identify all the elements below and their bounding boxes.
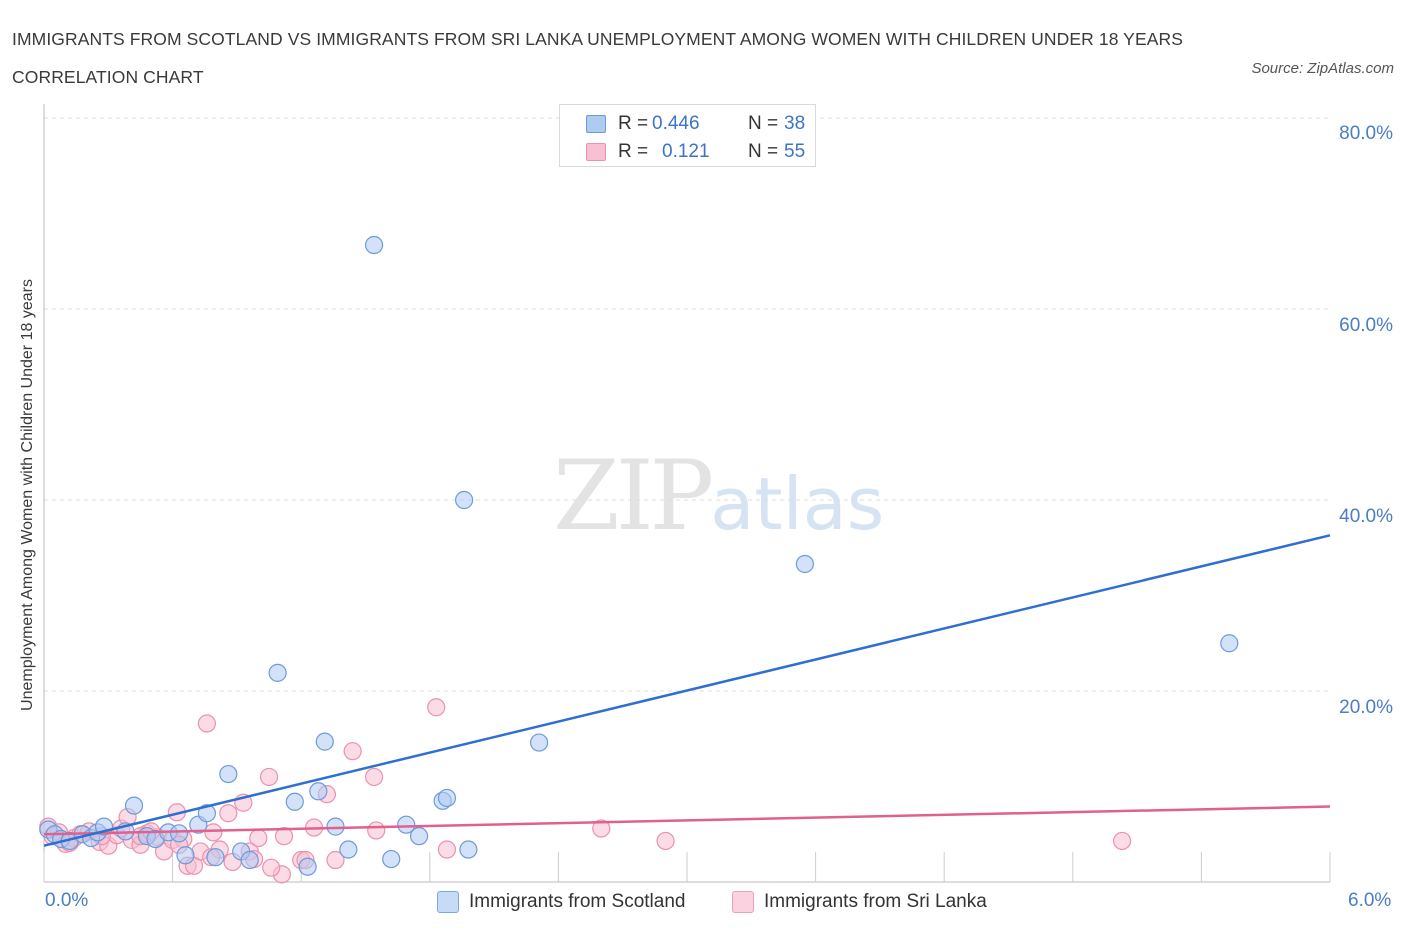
sri-lanka-point [343,742,362,761]
r-value: 0.121 [662,141,710,162]
scotland-point [298,857,317,876]
legend-item-sri-lanka: Immigrants from Sri Lanka [732,889,987,915]
scotland-point [409,827,429,846]
sri-lanka-point [1112,831,1132,851]
scotland-point [309,782,328,801]
n-label: N = [748,113,779,134]
r-label: R = [618,141,649,162]
scotland-point [268,663,287,682]
sri-lanka-point [259,767,279,787]
sri-lanka-point [219,804,238,823]
scotland-trend-line [43,534,1331,847]
sri-lanka-point [262,858,281,877]
x-tick-label: 0.0% [45,890,89,911]
sri-lanka-point [197,714,216,733]
source-label: Source: ZipAtlas.com [1251,60,1394,77]
scotland-points [39,235,1239,876]
scotland-point [530,733,549,752]
watermark-zip: ZIP [553,440,714,552]
scotland-point [169,824,189,843]
sri-lanka-trend-line [43,805,1331,836]
scotland-point [206,848,225,867]
r-label: R = [618,113,649,134]
scotland-point [364,235,384,255]
trend-lines [43,534,1331,847]
n-label: N = [748,141,779,162]
r-value: 0.446 [652,113,700,134]
grid-lines [44,117,1330,692]
n-value: 55 [784,141,806,162]
sri-lanka-point [364,767,384,787]
y-tick-label: 40.0% [1339,506,1393,527]
n-value: 38 [784,113,806,134]
scotland-point [176,846,195,865]
scotland-point [1220,634,1239,653]
scotland-point [397,815,416,834]
sri-lanka-legend-swatch [732,891,754,913]
scotland-point [315,732,334,751]
scotland-point [197,804,216,823]
scotland-point [437,788,457,808]
scotland-point [124,796,144,815]
legend-row-scotland: R = 0.446 N = 38 [586,112,814,136]
sri-lanka-point [204,823,223,842]
axes [43,104,1331,883]
sri-lanka-legend-label: Immigrants from Sri Lanka [764,891,987,912]
sri-lanka-point [249,828,268,848]
sri-lanka-point [592,819,611,838]
sri-lanka-point [326,850,345,870]
x-tick-label: 6.0% [1348,890,1392,911]
scotland-swatch [586,115,606,133]
legend-item-scotland: Immigrants from Scotland [437,889,685,915]
scotland-point [240,850,259,870]
scotland-point [382,849,401,869]
watermark: ZIPatlas [553,440,884,552]
y-tick-label: 80.0% [1339,123,1393,144]
y-tick-label: 60.0% [1339,315,1393,336]
sri-lanka-point [656,831,675,851]
sri-lanka-point [367,821,386,840]
y-tick-label: 20.0% [1339,697,1393,718]
scotland-point [454,490,474,510]
scotland-legend-swatch [437,891,459,913]
y-axis-label: Unemployment Among Women with Children U… [19,279,36,711]
sri-lanka-point [437,840,457,859]
watermark-atlas: atlas [710,462,885,546]
chart-title: IMMIGRANTS FROM SCOTLAND VS IMMIGRANTS F… [12,29,1184,87]
sri-lanka-point [427,698,446,717]
scotland-point [285,792,304,811]
scotland-point [339,840,358,859]
scotland-point [459,840,478,859]
sri-lanka-point [274,827,294,846]
scotland-legend-label: Immigrants from Scotland [469,891,686,912]
sri-lanka-swatch [586,143,606,161]
correlation-legend: R = 0.446 N = 38 R = 0.121 N = 55 [559,104,816,167]
scotland-point [795,554,814,574]
sri-lanka-points [39,698,1132,884]
legend-row-sri-lanka: R = 0.121 N = 55 [586,140,814,164]
scotland-point [219,764,238,784]
